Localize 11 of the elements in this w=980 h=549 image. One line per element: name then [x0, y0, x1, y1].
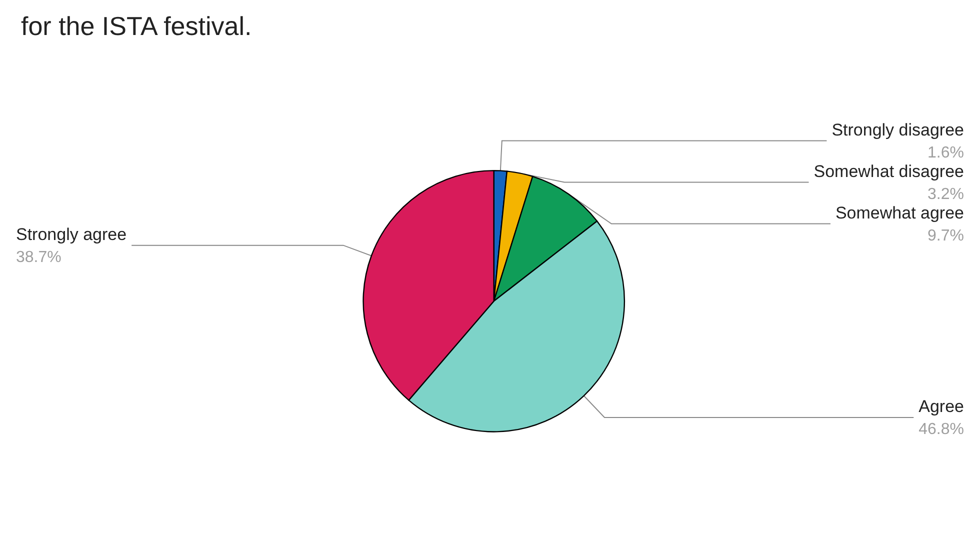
- data-label: 3.2%: [928, 186, 964, 203]
- data-label: 38.7%: [16, 248, 62, 266]
- slice-label: Somewhat disagree: [814, 162, 964, 181]
- slice-label: Strongly agree: [16, 224, 127, 244]
- slice-label: Agree: [918, 397, 964, 416]
- slice-label: Strongly disagree: [832, 120, 964, 140]
- data-label: 1.6%: [928, 144, 964, 162]
- data-label: 9.7%: [928, 227, 964, 244]
- data-label: 46.8%: [918, 421, 964, 438]
- slice-label: Somewhat agree: [835, 203, 964, 222]
- chart-title: for the ISTA festival.: [21, 11, 252, 41]
